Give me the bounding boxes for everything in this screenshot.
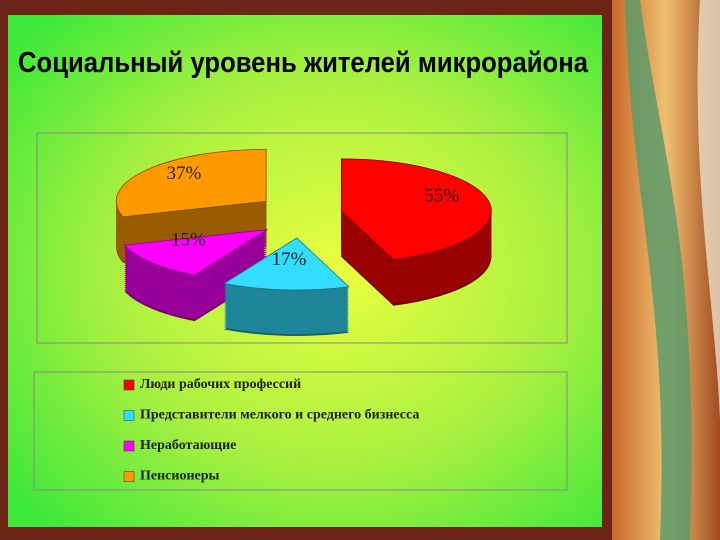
slice <box>115 148 267 218</box>
legend-label: Пенсионеры <box>140 469 220 484</box>
legend-swatch <box>123 410 135 421</box>
chart-title: Социальный уровень жителей микрорайона <box>18 47 589 79</box>
legend-label: Люди рабочих профессий <box>140 377 301 392</box>
legend-frame <box>33 371 568 491</box>
legend-swatch <box>123 440 135 452</box>
value-label: 37% <box>167 163 202 184</box>
value-label: 17% <box>272 249 307 270</box>
legend-label: Представители мелкого и среднего бизнесс… <box>140 408 419 423</box>
slice <box>340 158 492 261</box>
slice <box>222 237 350 291</box>
legend-swatch <box>123 379 135 391</box>
value-label: 15% <box>171 229 206 250</box>
value-label: 55% <box>424 185 459 206</box>
pie: 55% 17% 15% 37% <box>115 148 492 337</box>
slice <box>123 229 268 276</box>
legend: Люди рабочих профессий Представители мелк… <box>123 377 419 484</box>
legend-label: Неработающие <box>140 438 236 453</box>
decor-shape <box>625 0 692 540</box>
plot-frame <box>36 132 568 344</box>
legend-swatch <box>123 471 135 482</box>
decor-shape <box>697 0 720 420</box>
